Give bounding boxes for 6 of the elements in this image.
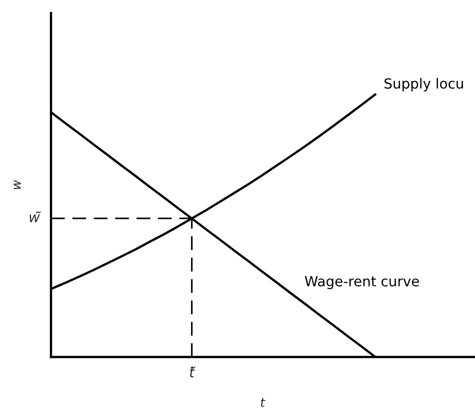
series-label: Supply locu (384, 78, 463, 92)
x-axis-title: t (260, 398, 266, 407)
series-label: Wage-rent curve (304, 276, 419, 290)
text: t̃ (190, 366, 196, 378)
ref-line-label: w̃ (30, 211, 41, 222)
y-axis-title: w (14, 180, 21, 190)
